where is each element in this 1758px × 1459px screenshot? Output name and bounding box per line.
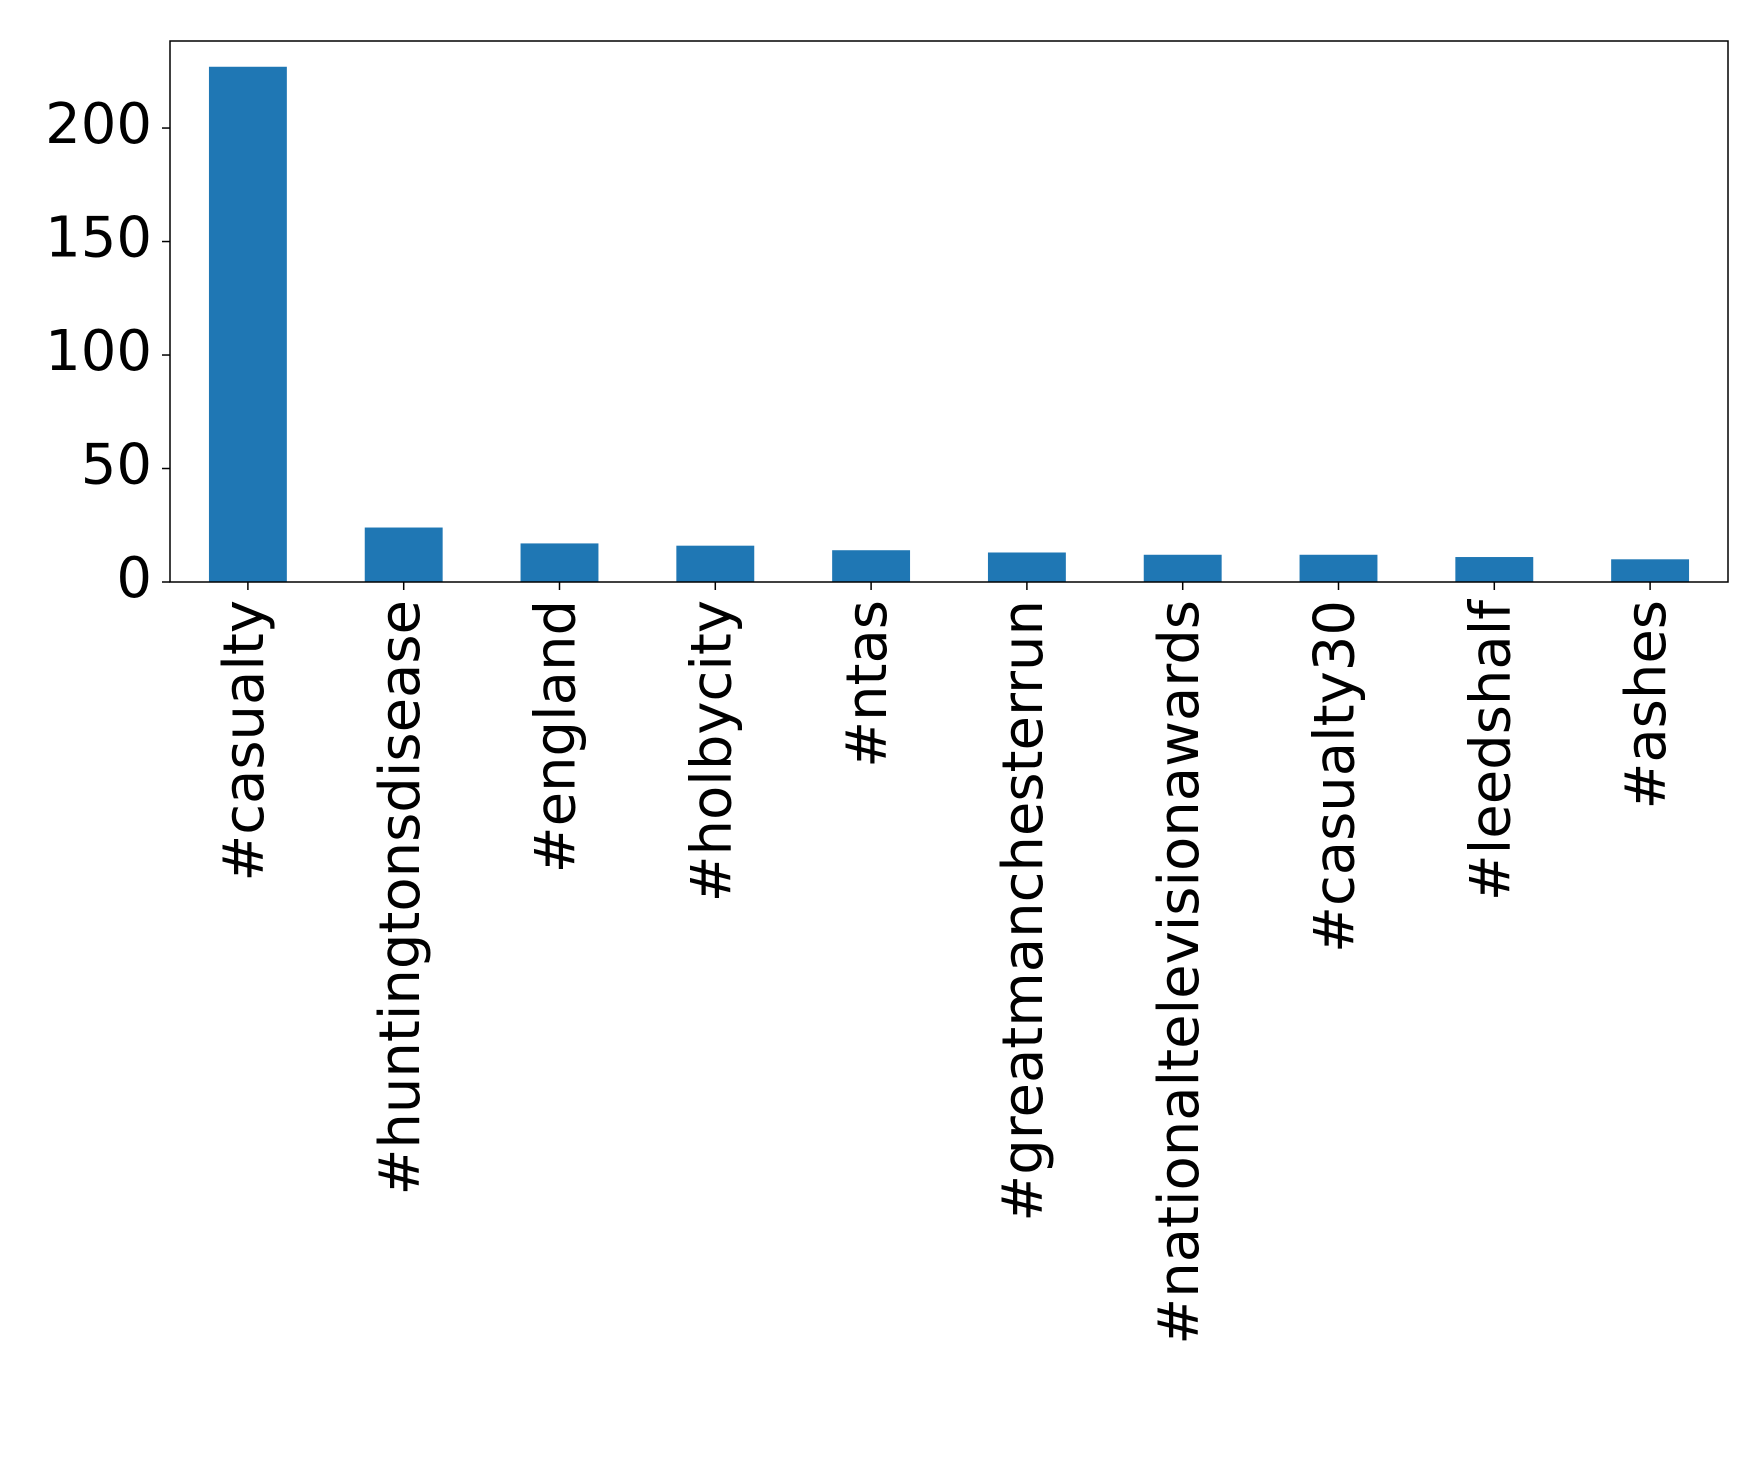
bar [1143,554,1222,582]
plot-frame [169,40,1729,583]
x-tick-label: #casualty [212,600,277,882]
bar [1299,554,1378,582]
x-tick-label: #greatmanchesterrun [991,600,1056,1222]
y-tick-label: 50 [81,433,152,498]
y-tick-label: 0 [116,546,152,611]
bar [1455,557,1534,582]
x-tick-label: #holbycity [679,600,744,902]
bar [676,545,755,582]
bar [364,527,443,582]
bar [987,552,1066,582]
x-tick-label: #ntas [835,600,900,768]
x-tick-label: #ashes [1614,600,1679,810]
x-tick-label: #england [524,600,589,873]
y-tick-label: 200 [45,92,152,157]
x-tick-label: #leedshalf [1458,599,1523,901]
x-tick-label: #nationaltelevisionawards [1147,600,1212,1345]
bar [832,550,911,582]
y-tick-label: 150 [45,206,152,271]
x-tick-label: #huntingtonsdisease [368,600,433,1196]
bar [520,543,599,582]
x-tick-label: #casualty30 [1303,600,1368,953]
bar [1611,559,1690,582]
bar [208,66,287,582]
y-tick-label: 100 [45,319,152,384]
